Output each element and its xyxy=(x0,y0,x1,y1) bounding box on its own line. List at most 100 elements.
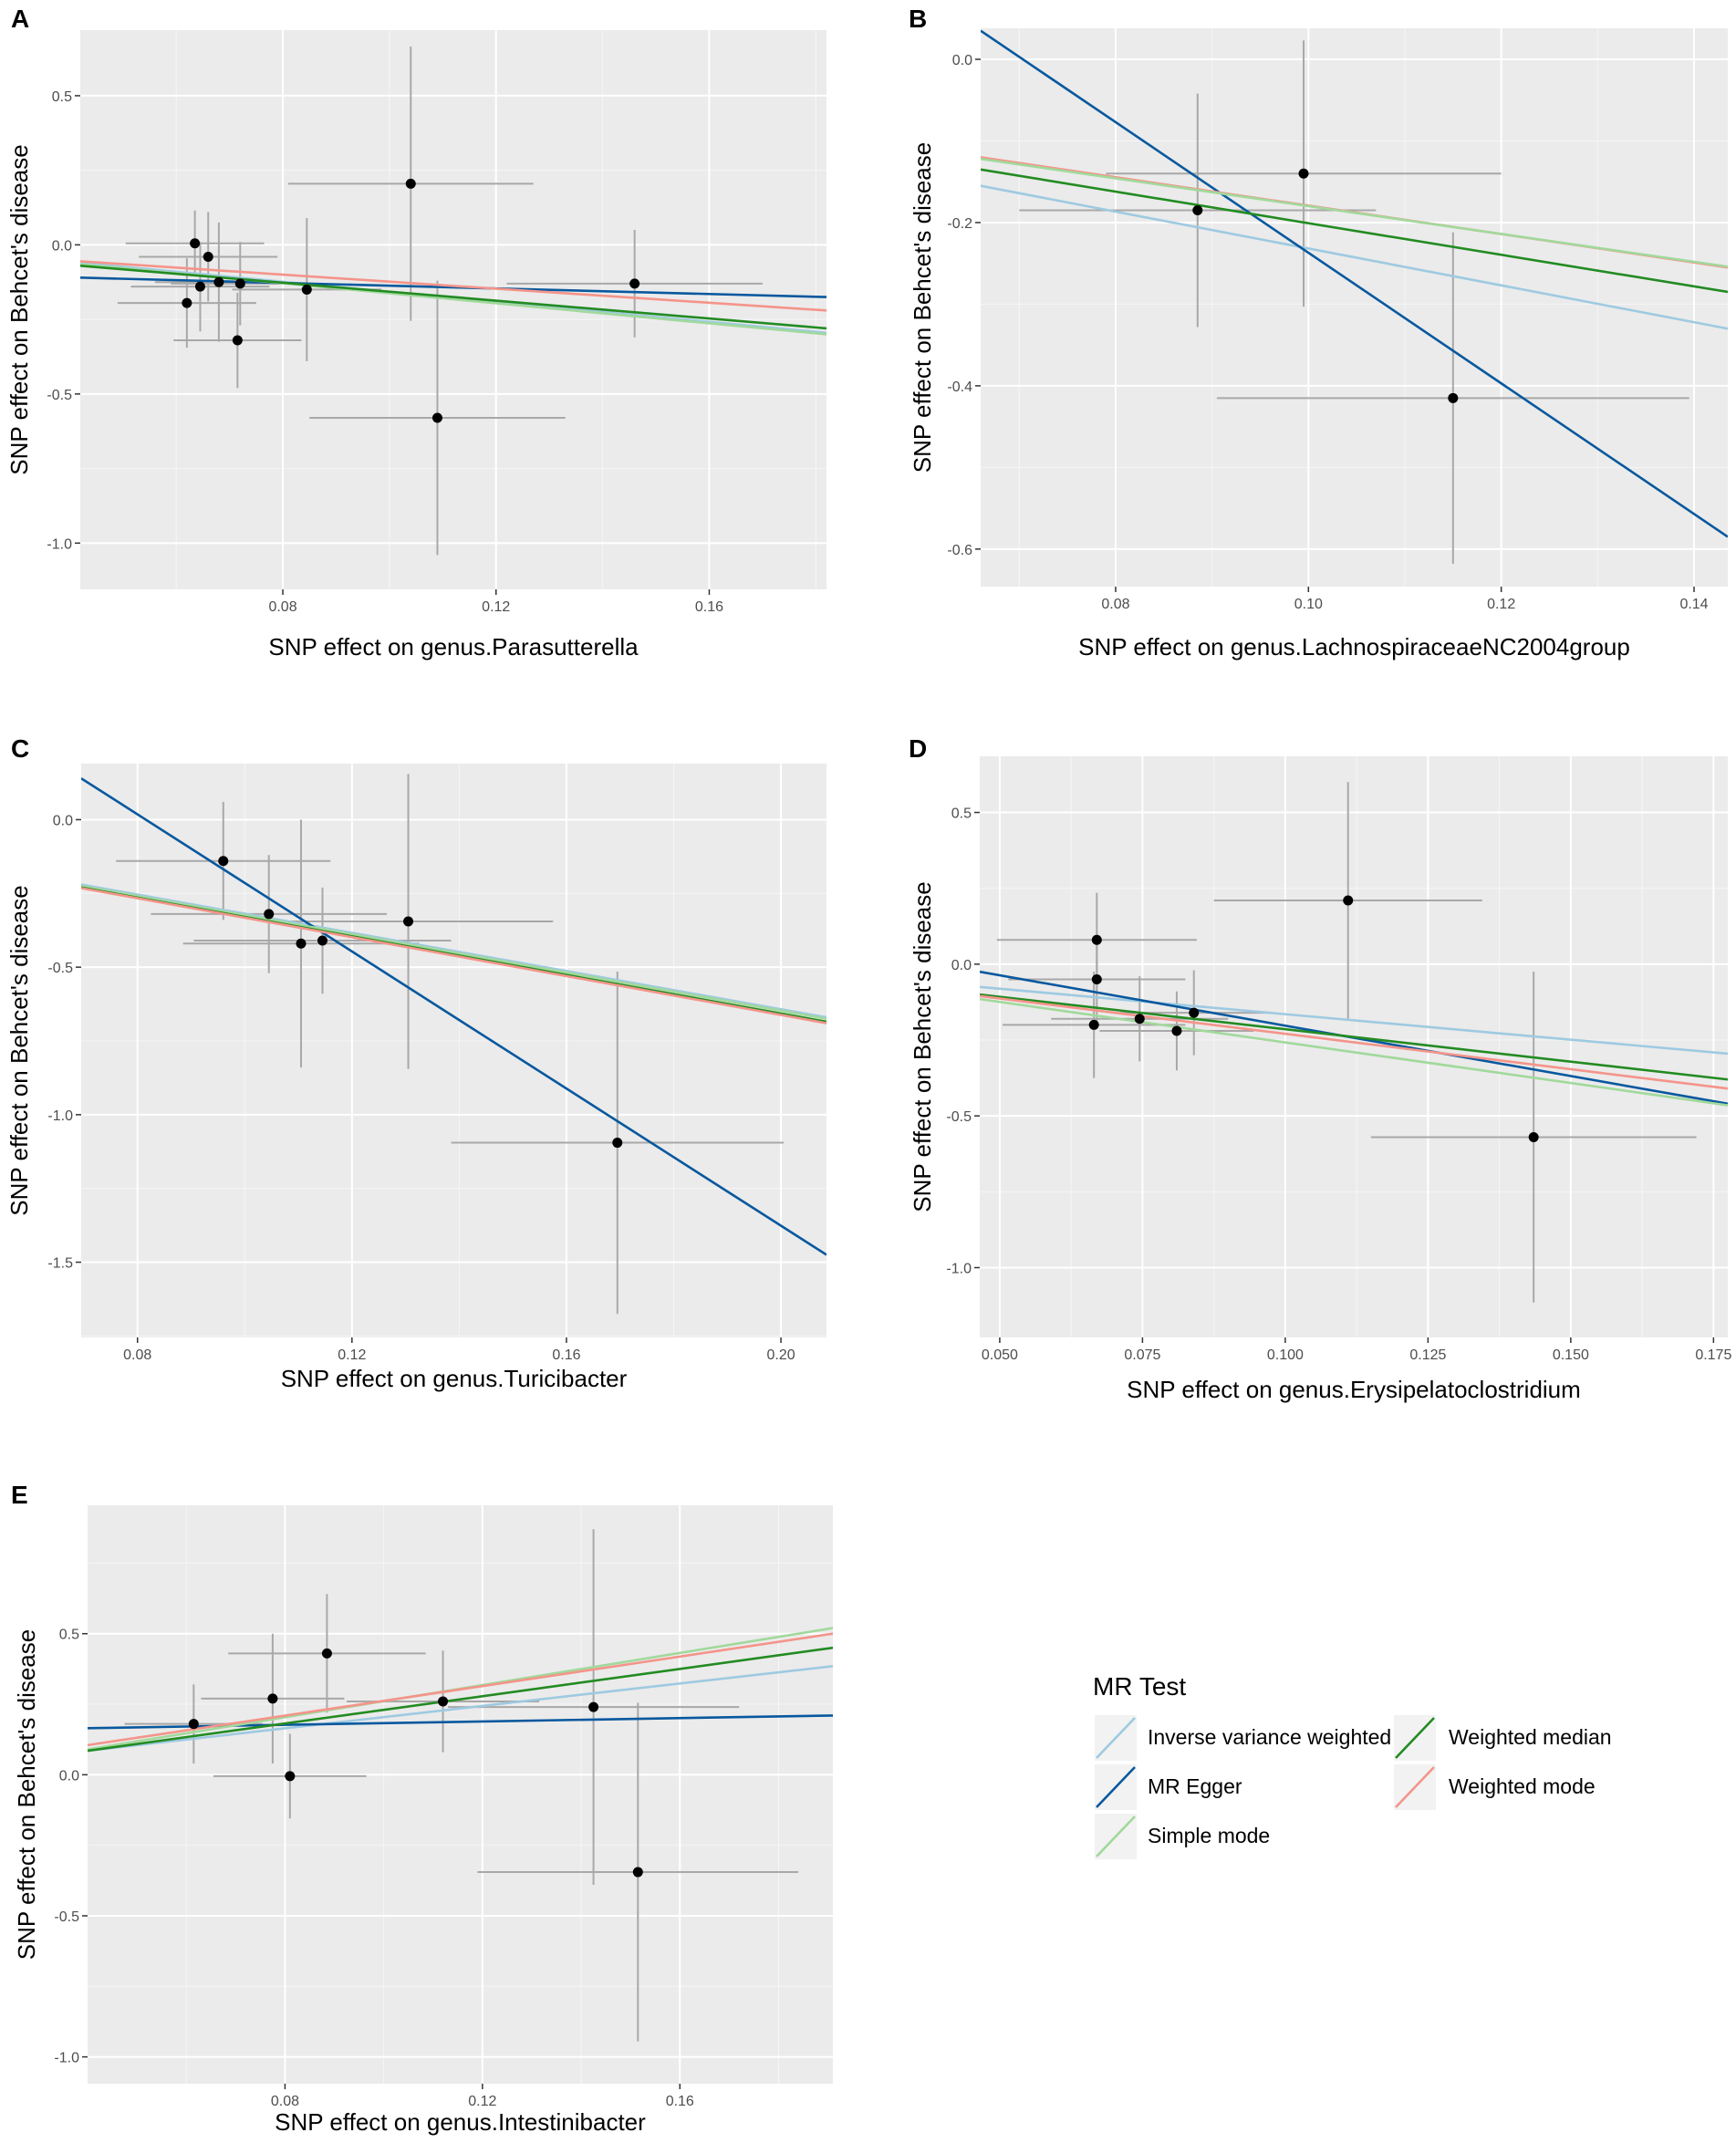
legend-label: Simple mode xyxy=(1148,1824,1270,1847)
x-tick-label: 0.12 xyxy=(1487,597,1515,612)
y-tick-label: 0.0 xyxy=(952,53,972,68)
fit-line-wmode xyxy=(81,887,826,1025)
y-tick-label: -0.4 xyxy=(947,380,972,395)
snp-point xyxy=(1091,934,1102,945)
y-axis-title: SNP effect on Behcet's disease xyxy=(909,142,936,473)
panel-letter: B xyxy=(909,5,927,33)
y-tick-label: -0.6 xyxy=(947,543,972,558)
fit-line-ivw xyxy=(81,883,826,1019)
legend-label: Weighted mode xyxy=(1449,1774,1596,1798)
panels-layer: 0.08 0.12 0.16 0.5 0.0 -0.5 -1.0 SNP effect on … xyxy=(5,5,1731,2136)
y-tick-label: -1.5 xyxy=(47,1256,73,1272)
snp-point xyxy=(632,1867,643,1878)
x-tick-label: 0.08 xyxy=(123,1347,151,1363)
snp-point xyxy=(1528,1131,1539,1142)
snp-point xyxy=(405,178,416,189)
legend-swatch-line xyxy=(1395,1717,1435,1759)
x-tick-label: 0.12 xyxy=(338,1347,366,1363)
legend-entry-ivw: Inverse variance weighted xyxy=(1095,1715,1391,1761)
x-axis-title: SNP effect on genus.Intestinibacter xyxy=(275,2108,646,2136)
y-tick-label: -1.0 xyxy=(946,1261,972,1276)
x-axis-title: SNP effect on genus.Parasutterella xyxy=(268,633,639,661)
panel-letter: D xyxy=(909,734,927,763)
y-tick-label: -0.5 xyxy=(47,961,73,976)
legend-entry-wmedian: Weighted median xyxy=(1394,1715,1612,1761)
y-tick-label: -0.5 xyxy=(54,1909,79,1925)
fit-line-egger xyxy=(80,276,826,298)
y-tick-label: -0.2 xyxy=(947,216,972,232)
legend-swatch-line xyxy=(1096,1815,1136,1857)
snp-point xyxy=(296,938,307,949)
snp-point xyxy=(1189,1007,1200,1018)
panel-e-background xyxy=(88,1505,833,2084)
panel-letter: E xyxy=(11,1481,28,1509)
x-tick-label: 0.08 xyxy=(268,599,296,615)
legend-swatch-line xyxy=(1096,1766,1136,1808)
fit-line-wmode xyxy=(80,260,826,312)
fit-line-wmedian xyxy=(80,264,826,330)
legend-label: MR Egger xyxy=(1148,1774,1242,1798)
x-tick-label: 0.150 xyxy=(1553,1347,1589,1363)
snp-point xyxy=(182,297,192,308)
snp-point xyxy=(1343,895,1354,906)
y-tick-label: 0.5 xyxy=(52,89,72,105)
y-tick-label: 0.5 xyxy=(59,1628,79,1643)
snp-point xyxy=(234,278,245,289)
fit-line-egger xyxy=(981,29,1728,538)
snp-point xyxy=(285,1771,296,1782)
y-tick-label: 0.0 xyxy=(951,958,972,973)
snp-point xyxy=(213,276,224,287)
fit-line-wmode xyxy=(88,1632,833,1747)
snp-point xyxy=(403,916,414,927)
y-tick-label: -1.0 xyxy=(54,2051,79,2066)
fit-line-simple xyxy=(980,997,1728,1107)
snp-point xyxy=(264,909,275,920)
fit-line-simple xyxy=(81,884,826,1021)
snp-point xyxy=(1298,168,1309,179)
panel-a-fit-lines xyxy=(80,260,826,336)
snp-point xyxy=(188,1719,199,1730)
fit-line-wmode xyxy=(980,994,1728,1090)
panel-d: 0.050 0.075 0.100 0.125 0.150 0.175 0.5 0.0 -0.5… xyxy=(909,734,1731,1403)
x-tick-label: 0.12 xyxy=(468,2094,496,2109)
x-tick-label: 0.125 xyxy=(1409,1347,1446,1363)
snp-point xyxy=(194,281,205,292)
fit-line-ivw xyxy=(981,184,1728,330)
snp-point xyxy=(588,1701,599,1712)
y-tick-label: 0.0 xyxy=(52,238,72,254)
legend-entry-wmode: Weighted mode xyxy=(1394,1764,1596,1810)
y-tick-label: -0.5 xyxy=(47,388,72,403)
y-tick-label: -1.0 xyxy=(47,536,72,552)
y-axis-title: SNP effect on Behcet's disease xyxy=(5,885,33,1215)
x-axis-title: SNP effect on genus.Erysipelatoclostridi… xyxy=(1127,1376,1581,1403)
snp-point xyxy=(612,1138,623,1149)
panel-b-fit-lines xyxy=(981,29,1728,538)
snp-point xyxy=(203,251,213,262)
y-tick-label: -0.5 xyxy=(946,1109,972,1125)
snp-point xyxy=(232,335,243,346)
mr-test-legend: MR Test Inverse variance weighted MR Egge… xyxy=(1093,1672,1612,1859)
snp-point xyxy=(1134,1014,1145,1025)
y-tick-label: 0.5 xyxy=(951,806,972,822)
y-axis-title: SNP effect on Behcet's disease xyxy=(13,1629,40,1960)
snp-point xyxy=(438,1696,449,1707)
snp-point xyxy=(1088,1019,1099,1030)
fit-line-wmedian xyxy=(88,1646,833,1753)
x-tick-label: 0.14 xyxy=(1679,597,1708,612)
panel-c-fit-lines xyxy=(81,777,826,1256)
panel-b-background xyxy=(981,28,1728,587)
legend-label: Inverse variance weighted xyxy=(1148,1725,1391,1749)
snp-point xyxy=(267,1693,278,1704)
y-tick-label: 0.0 xyxy=(53,813,73,828)
legend-label: Weighted median xyxy=(1449,1725,1612,1749)
snp-point xyxy=(1171,1025,1182,1036)
x-tick-label: 0.16 xyxy=(695,599,723,615)
legend-swatch-line xyxy=(1096,1717,1136,1759)
x-tick-label: 0.12 xyxy=(482,599,510,615)
panel-a: 0.08 0.12 0.16 0.5 0.0 -0.5 -1.0 SNP effect on … xyxy=(5,5,826,661)
snp-point xyxy=(190,238,201,249)
fit-line-ivw xyxy=(88,1664,833,1753)
x-tick-label: 0.16 xyxy=(666,2094,694,2109)
fit-line-wmedian xyxy=(981,168,1728,294)
